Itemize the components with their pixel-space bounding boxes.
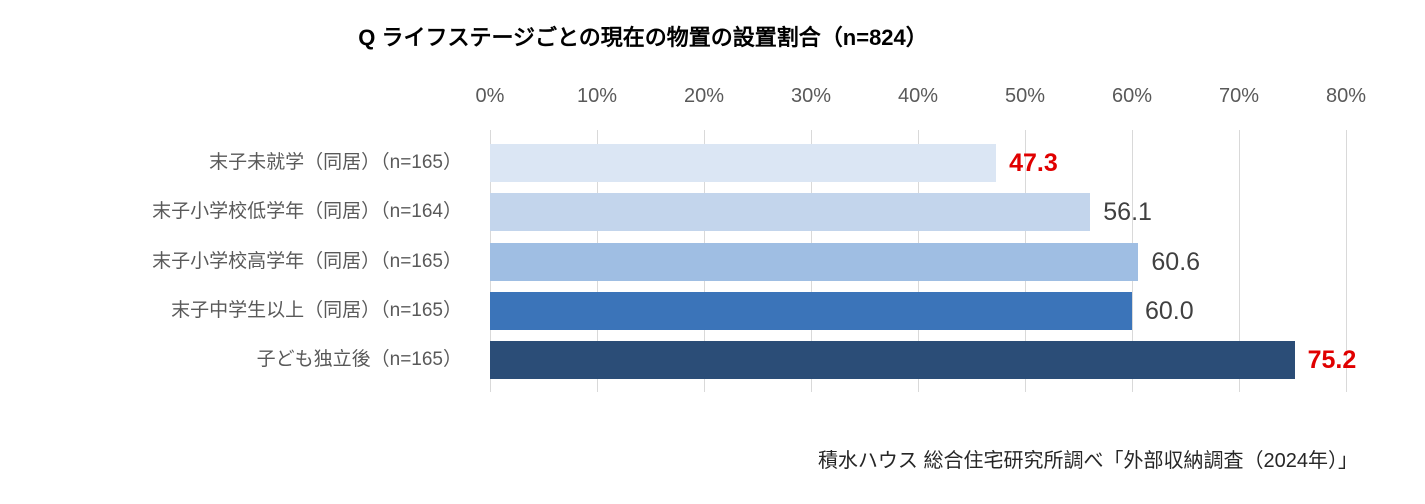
category-label: 末子中学生以上（同居）（n=165） (171, 299, 462, 321)
x-axis-tick-label: 30% (790, 85, 832, 107)
x-axis-tick-label: 60% (1111, 85, 1153, 107)
bar (490, 193, 1091, 232)
category-label: 末子小学校高学年（同居）（n=165） (152, 250, 462, 272)
source-note: 積水ハウス 総合住宅研究所調べ「外部収納調査（2024年）」 (817, 450, 1358, 472)
x-axis-tick-label: 20% (683, 85, 725, 107)
x-axis-tick-label: 80% (1325, 85, 1367, 107)
gridline (1238, 130, 1240, 392)
value-label: 75.2 (1307, 346, 1357, 375)
value-label: 60.6 (1151, 247, 1201, 276)
category-label: 子ども独立後（n=165） (256, 349, 462, 371)
category-label: 末子未就学（同居）（n=165） (209, 151, 462, 173)
x-axis-tick-label: 40% (897, 85, 939, 107)
value-label: 56.1 (1103, 198, 1152, 227)
category-label: 末子小学校低学年（同居）（n=164） (152, 201, 462, 223)
bar (490, 242, 1139, 281)
chart-title: Q ライフステージごとの現在の物置の設置割合（n=824） (358, 25, 928, 50)
gridline (1345, 130, 1347, 392)
x-axis-tick-label: 70% (1218, 85, 1260, 107)
value-label: 47.3 (1009, 148, 1058, 177)
bar (490, 143, 997, 182)
x-axis-tick-label: 10% (576, 85, 618, 107)
bar (490, 341, 1295, 380)
x-axis-tick-label: 50% (1004, 85, 1046, 107)
bar (490, 291, 1132, 330)
x-axis-tick-label: 0% (475, 85, 505, 107)
value-label: 60.0 (1145, 296, 1194, 325)
